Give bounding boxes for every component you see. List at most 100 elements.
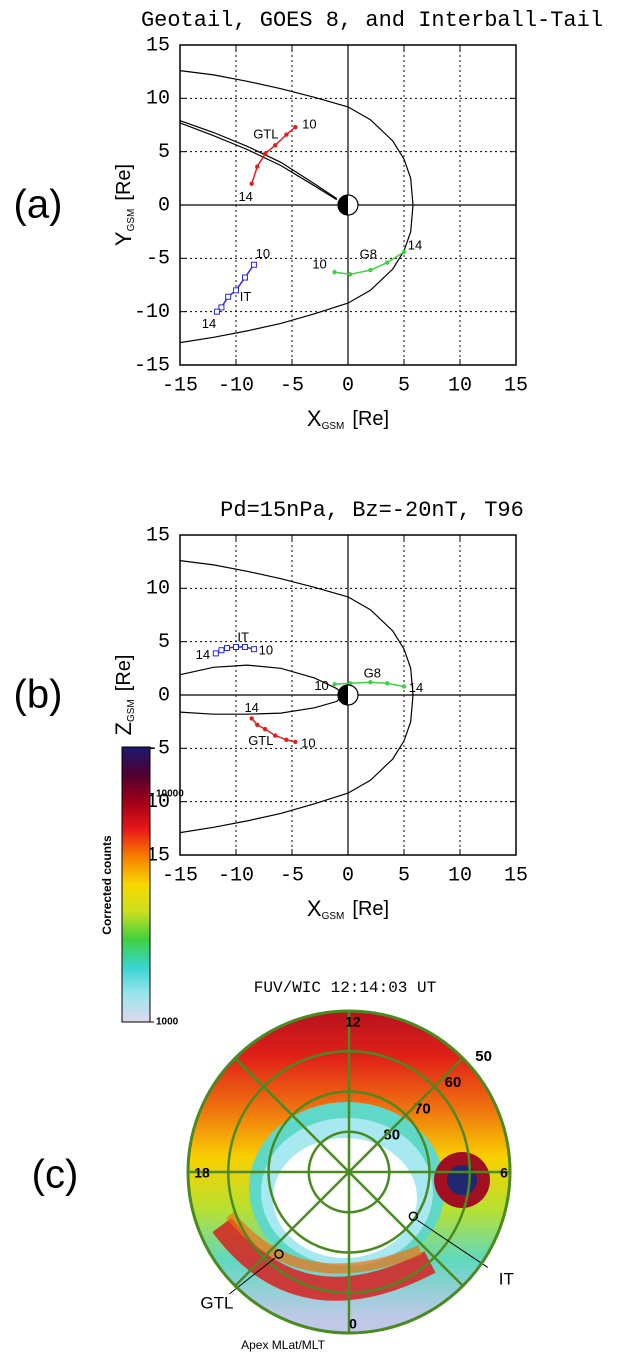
outer-ring [186, 1009, 512, 1335]
time-label: 14 [202, 316, 216, 331]
y-label-unit: [Re] [113, 164, 135, 201]
y-tick-label: 15 [146, 524, 170, 547]
x-label-sub: GSM [322, 421, 345, 432]
y-label-main: Z [111, 722, 136, 735]
chart-title: Pd=15nPa, Bz=-20nT, T96 [220, 498, 524, 523]
x-tick-label: 0 [342, 864, 354, 887]
leader-line [417, 1219, 489, 1268]
y-label-main: Y [111, 231, 136, 246]
track-point [293, 124, 298, 130]
x-label-unit: [Re] [352, 898, 389, 920]
track-point [249, 181, 254, 186]
track-point [368, 680, 373, 685]
time-label: 14 [409, 680, 423, 695]
x-tick-label: 15 [504, 864, 528, 887]
panel-label: (c) [32, 1153, 79, 1197]
x-axis-label: XGSM [Re] [307, 896, 389, 922]
mlt-label: 0 [349, 1316, 357, 1332]
track-point [348, 681, 353, 686]
x-tick-label: -5 [280, 864, 304, 887]
model-boundary [179, 70, 414, 344]
x-tick-label: -15 [162, 864, 198, 887]
y-tick-label: -15 [134, 354, 170, 377]
model-boundary [179, 560, 414, 834]
footpoint-label: IT [499, 1270, 514, 1289]
y-label-sub: GSM [126, 699, 137, 722]
track-name: G8 [364, 665, 381, 680]
caption: Apex MLat/MLT [241, 1338, 325, 1352]
y-label-sub: GSM [126, 209, 137, 232]
spacecraft-footpoint [408, 1211, 419, 1221]
colorbar-tick-label: 10000 [156, 788, 184, 799]
track-point [273, 143, 278, 148]
ring-label: 60 [445, 1074, 462, 1091]
x-axis-label: XGSM [Re] [307, 406, 389, 432]
model-boundary [179, 122, 338, 201]
track-name: GTL [253, 126, 278, 141]
track-point [332, 270, 337, 275]
y-tick-label: -5 [146, 738, 170, 761]
y-tick-label: 0 [158, 194, 170, 217]
chart-title: Geotail, GOES 8, and Interball-Tail [141, 8, 603, 33]
spacecraft-footpoint [274, 1249, 284, 1259]
x-tick-label: -5 [280, 374, 304, 397]
time-label: 14 [408, 237, 422, 252]
track-point [385, 260, 390, 265]
track-point [218, 304, 225, 311]
y-label-unit: [Re] [113, 655, 135, 692]
mlt-label: 12 [345, 1014, 361, 1030]
time-label: 10 [302, 117, 316, 132]
ring-label: 80 [383, 1126, 400, 1143]
track-point [368, 267, 373, 273]
panel-label: (b) [14, 673, 63, 717]
x-label-main: X [307, 896, 322, 921]
chart-title: FUV/WIC 12:14:03 UT [254, 979, 436, 997]
y-tick-label: 0 [158, 684, 170, 707]
panel-label: (a) [14, 183, 63, 227]
track-point [213, 308, 220, 315]
earth-night [338, 685, 348, 705]
track-name: GTL [248, 733, 273, 748]
x-tick-label: 15 [504, 374, 528, 397]
track-point [401, 684, 407, 689]
track-point [241, 644, 248, 650]
mlt-label: 6 [500, 1165, 508, 1181]
ring-label: 50 [475, 1048, 492, 1065]
time-label: 10 [312, 257, 326, 272]
track-point [225, 293, 232, 300]
colorbar-tick-label: 1000 [156, 1017, 179, 1028]
track-point [218, 647, 225, 654]
y-tick-label: 10 [146, 88, 170, 111]
grid-spoke [234, 1171, 350, 1287]
plot-frame [179, 44, 517, 366]
track-point [348, 272, 353, 277]
track-point [233, 644, 239, 650]
track-point [224, 645, 231, 652]
track-point [273, 733, 278, 738]
x-tick-label: 10 [448, 374, 472, 397]
y-axis-label: ZGSM [Re] [111, 655, 137, 736]
time-label: 14 [238, 189, 252, 204]
mlt-label: 18 [194, 1165, 210, 1181]
track-point [249, 716, 254, 721]
x-label-sub: GSM [322, 911, 345, 922]
grid-spoke [348, 1171, 464, 1287]
track-point [284, 132, 289, 137]
track-point [250, 646, 257, 653]
x-tick-label: -10 [218, 374, 254, 397]
track-name: G8 [360, 247, 377, 262]
x-tick-label: -10 [218, 864, 254, 887]
y-axis-label: YGSM [Re] [111, 164, 137, 246]
track-point [385, 681, 390, 686]
track-point [250, 261, 257, 268]
colorbar [121, 746, 151, 1023]
y-tick-label: 15 [146, 34, 170, 57]
grid-spoke [348, 1057, 464, 1173]
track-point [233, 287, 239, 294]
x-tick-label: 10 [448, 864, 472, 887]
colorbar-label: Corrected counts [100, 835, 114, 935]
x-tick-label: 5 [398, 374, 410, 397]
x-tick-label: 0 [342, 374, 354, 397]
